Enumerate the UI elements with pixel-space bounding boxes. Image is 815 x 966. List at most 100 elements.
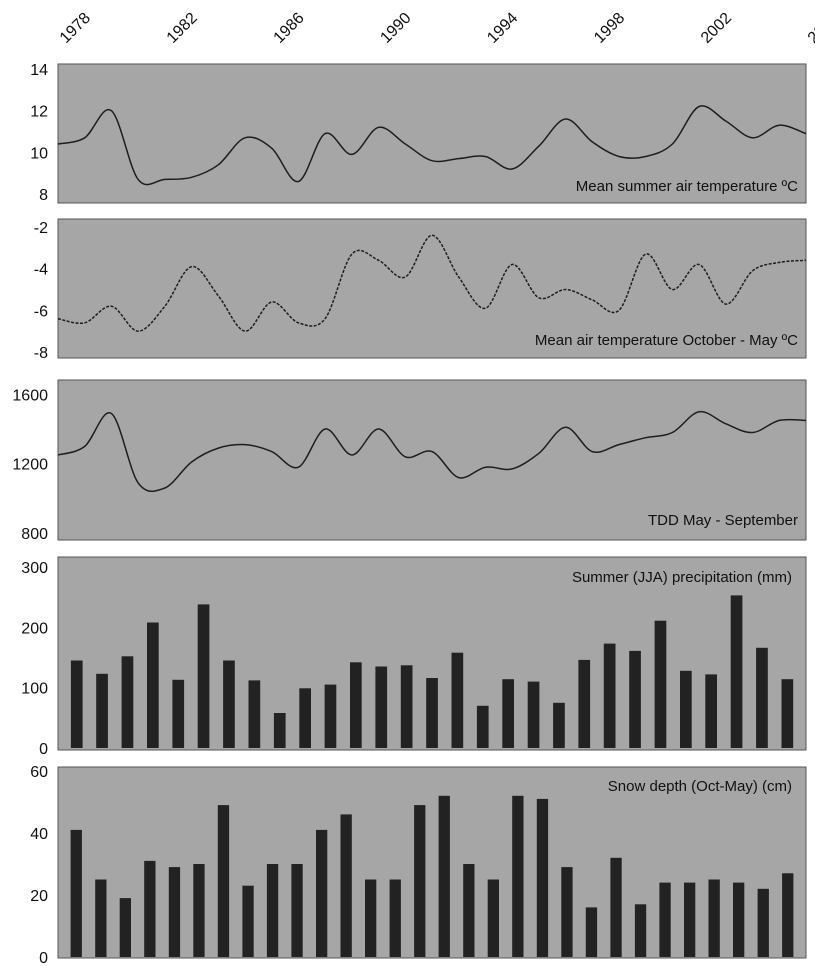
year-tick-label: 1982: [164, 10, 201, 47]
bar: [578, 659, 591, 748]
y-tick-label: 200: [21, 620, 48, 637]
bar: [375, 666, 388, 748]
bar: [197, 604, 210, 748]
bar: [502, 679, 514, 748]
bar: [603, 643, 616, 748]
bar: [585, 907, 598, 957]
bar: [96, 673, 108, 748]
bar: [273, 713, 286, 748]
bar: [426, 678, 438, 748]
bar: [248, 680, 261, 748]
year-tick-label: 1986: [271, 10, 308, 47]
panel-title: Summer (JJA) precipitation (mm): [572, 569, 792, 586]
bar: [121, 656, 134, 748]
bar: [70, 829, 82, 957]
bar: [659, 882, 671, 957]
bar: [730, 595, 743, 748]
bar: [147, 622, 159, 748]
bar: [527, 681, 540, 748]
bar: [340, 814, 352, 957]
bar: [451, 652, 464, 748]
bar: [756, 647, 768, 748]
bar: [172, 679, 185, 748]
year-tick-label: 2002: [698, 10, 735, 47]
series-line: [57, 234, 807, 332]
y-tick-label: 60: [30, 764, 48, 781]
y-tick-label: 100: [21, 681, 48, 698]
bar: [561, 867, 573, 957]
chart-panel-2: -2 -4 -6 -8 Mean air temperature October - M…: [34, 218, 807, 362]
bar: [553, 702, 565, 749]
bar: [389, 879, 401, 957]
bar: [705, 674, 717, 748]
bar: [168, 867, 181, 957]
year-tick-label: 1994: [484, 10, 521, 47]
bar: [733, 882, 745, 957]
panel-background: [57, 218, 807, 359]
chart-panel-4: 300 200 100 0 Summer (JJA) precipitation (mm…: [21, 556, 807, 758]
bar: [487, 879, 499, 957]
y-tick-label: 0: [39, 741, 48, 758]
bar: [629, 650, 641, 748]
y-tick-label: 14: [30, 62, 48, 79]
bar: [324, 684, 337, 748]
y-tick-label: 0: [39, 950, 48, 966]
chart-panel-1: 14 12 10 8 Mean summer air temperature ºC: [30, 62, 807, 204]
bar: [223, 660, 235, 748]
bar: [438, 795, 450, 957]
panel-background: [57, 63, 807, 204]
chart-panels: 14 12 10 8 Mean summer air temperature ºC -2 -…: [12, 62, 807, 966]
bar: [708, 879, 720, 957]
y-tick-label: 20: [30, 888, 48, 905]
panel-background: [57, 379, 807, 541]
bar: [299, 688, 311, 748]
y-tick-label: -2: [34, 220, 48, 237]
bar: [365, 879, 377, 957]
bar: [144, 860, 156, 957]
bar: [400, 665, 413, 748]
y-tick-label: 1200: [12, 457, 48, 474]
bar: [782, 873, 794, 957]
y-tick-label: 40: [30, 826, 48, 843]
series-line: [57, 410, 807, 493]
bar: [119, 898, 131, 957]
bar: [266, 864, 279, 957]
y-tick-label: 1600: [12, 387, 48, 404]
y-tick-label: 300: [21, 560, 48, 577]
y-tick-label: -8: [34, 345, 48, 362]
year-tick-label: 1978: [57, 10, 94, 47]
bar: [350, 662, 362, 748]
series-line: [57, 105, 807, 186]
bar: [70, 660, 83, 748]
y-tick-label: -6: [34, 303, 48, 320]
bar: [316, 829, 328, 957]
bar: [536, 798, 549, 957]
bar: [781, 679, 794, 748]
y-tick-label: 12: [30, 104, 48, 121]
bar: [610, 857, 622, 957]
chart-panel-3: 1600 1200 800 TDD May - September: [12, 379, 807, 543]
year-tick-label: 2006: [805, 10, 815, 47]
bar: [193, 864, 205, 957]
bar: [512, 795, 524, 957]
bar: [414, 805, 426, 957]
y-tick-label: 8: [39, 187, 48, 204]
bar: [95, 879, 107, 957]
y-tick-label: 10: [30, 145, 48, 162]
bar: [634, 904, 647, 957]
y-tick-label: 800: [21, 526, 48, 543]
year-tick-label: 1998: [591, 10, 628, 47]
panel-title: TDD May - September: [648, 512, 798, 529]
panel-background: [57, 766, 807, 959]
panel-title: Mean summer air temperature ºC: [576, 178, 798, 195]
panel-title: Snow depth (Oct-May) (cm): [608, 778, 792, 795]
bar: [757, 888, 769, 957]
bar: [291, 864, 303, 957]
y-tick-label: -4: [34, 262, 48, 279]
bar: [654, 620, 667, 748]
year-tick-label: 1990: [377, 10, 414, 47]
bar: [680, 670, 692, 748]
bar: [684, 882, 696, 957]
year-axis: 1978 1982 1986 1990 1994 1998 2002 2006: [57, 10, 815, 47]
